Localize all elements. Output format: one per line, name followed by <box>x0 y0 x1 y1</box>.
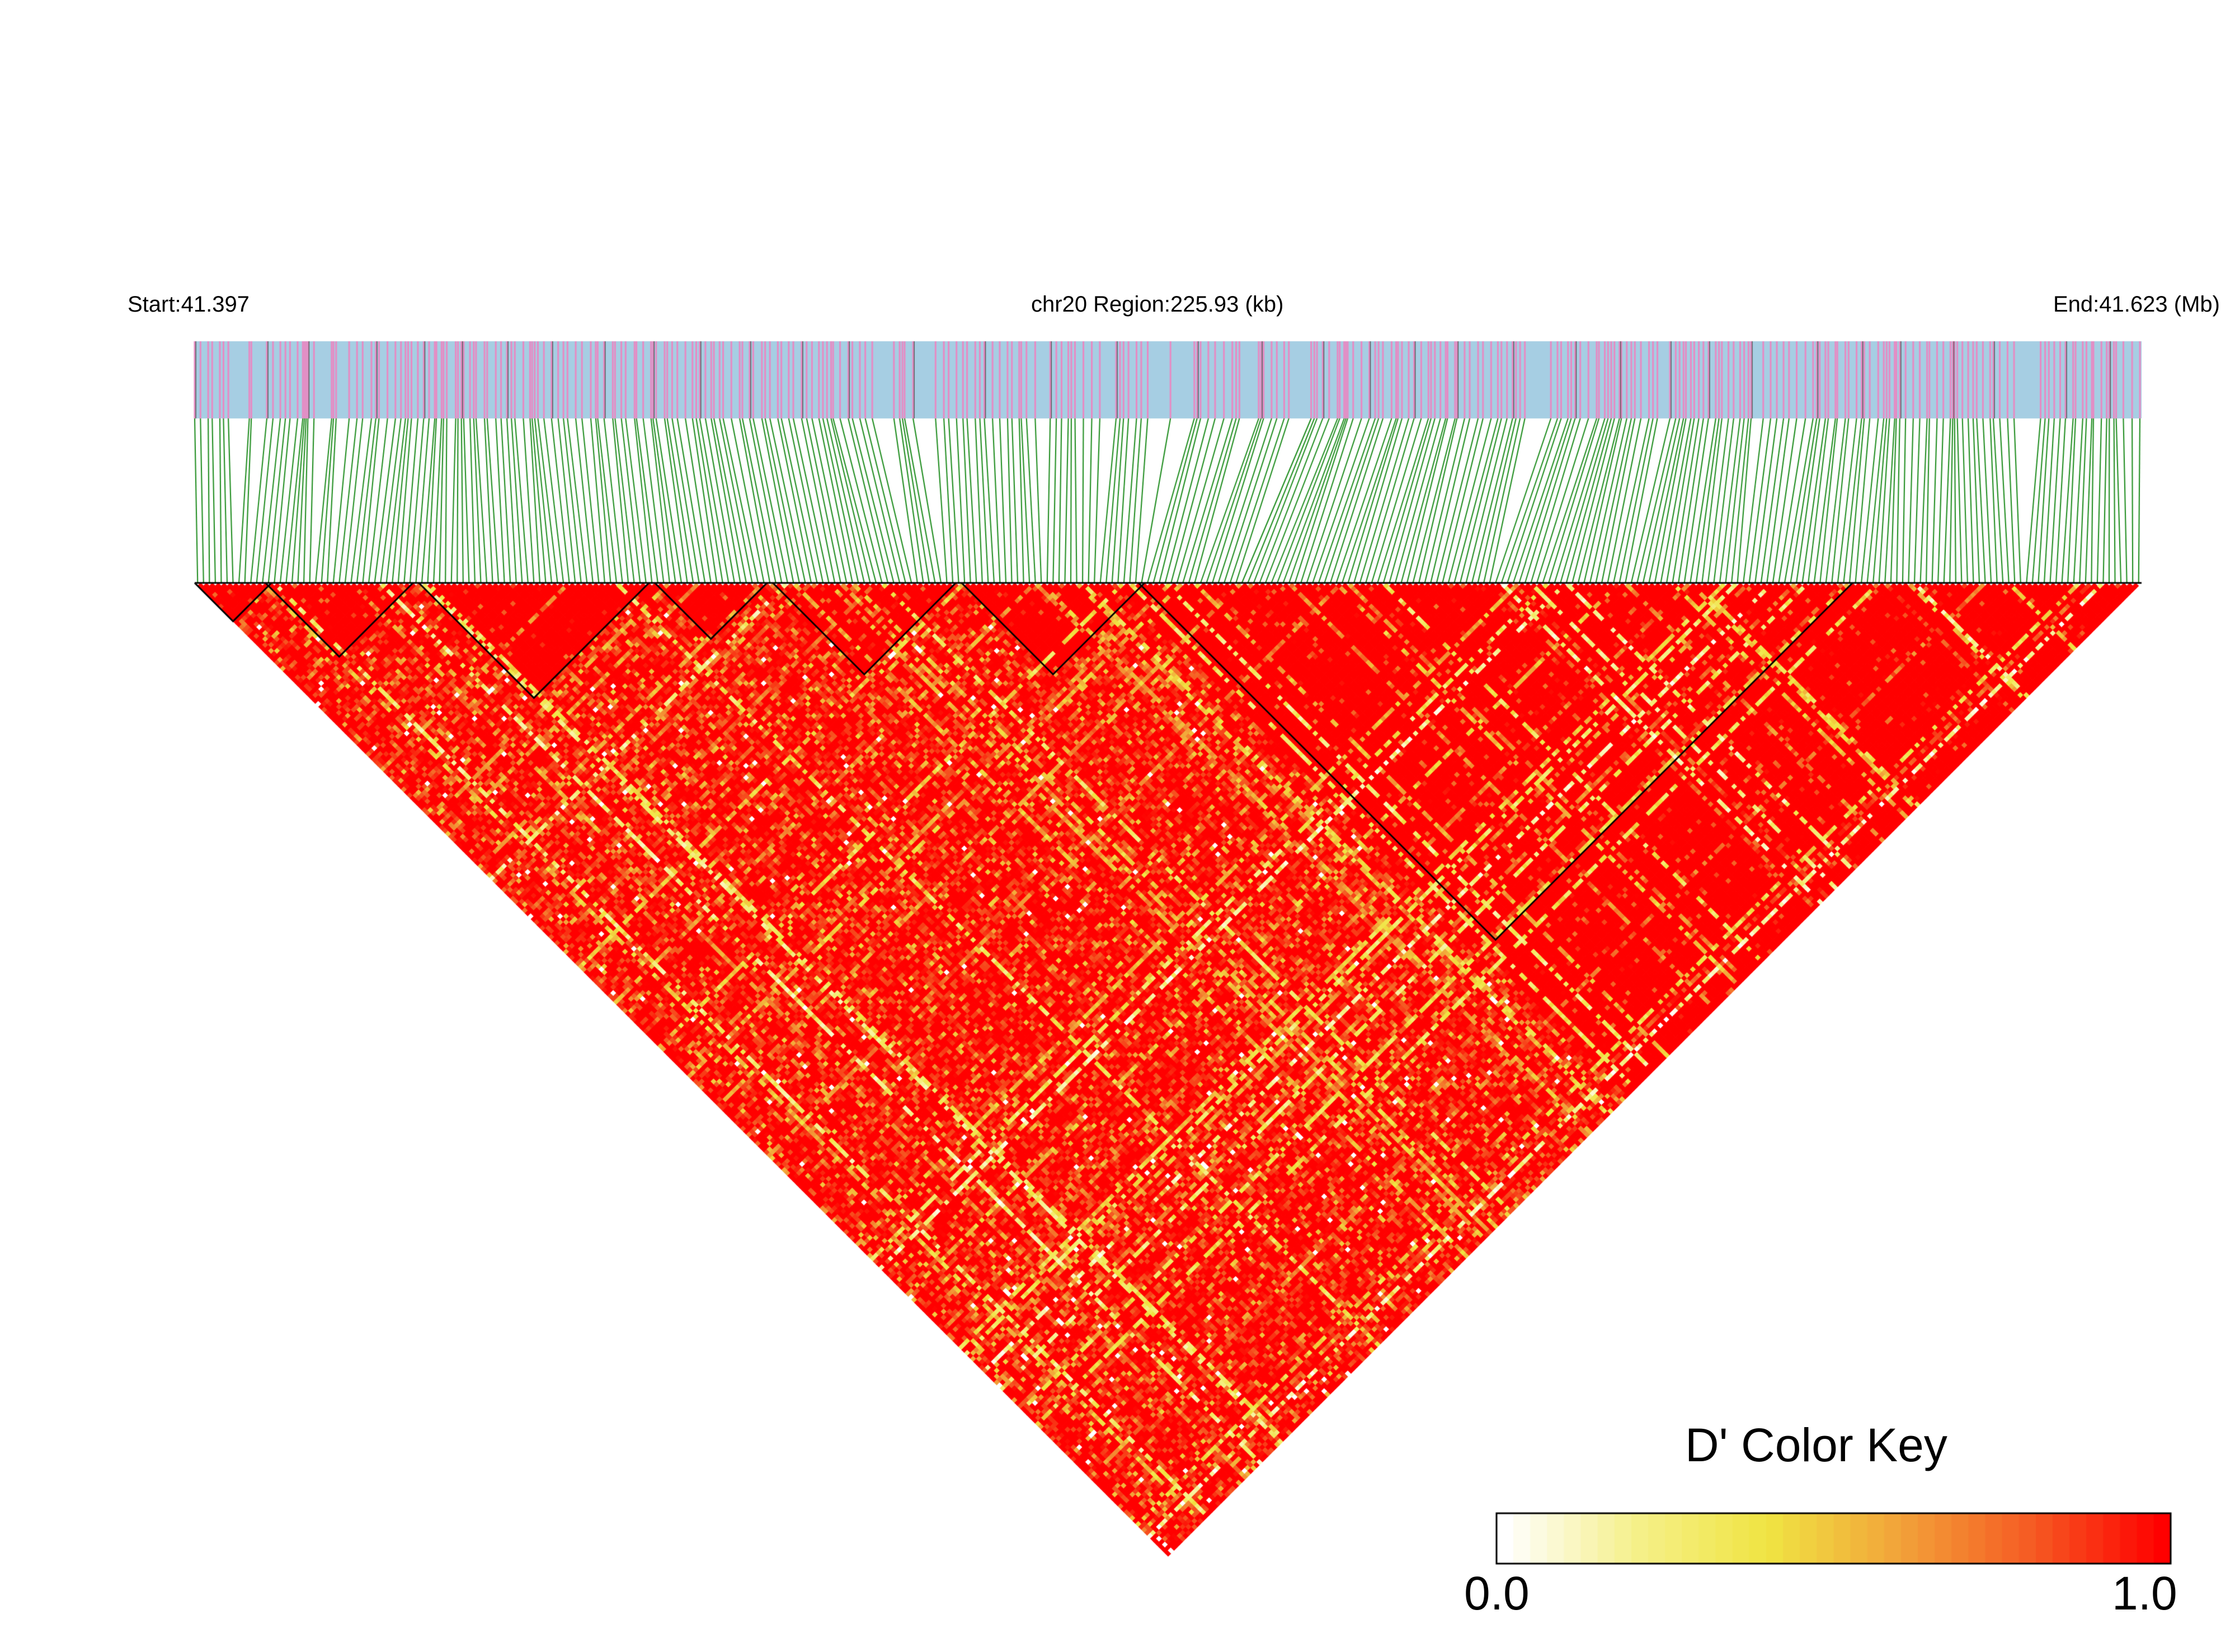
color-key-max-label: 1.0 <box>2112 1567 2177 1620</box>
color-key-min-label: 0.0 <box>1464 1567 1530 1620</box>
region-start-label: Start:41.397 <box>128 292 250 317</box>
region-end-label: End:41.623 (Mb) <box>2053 292 2220 317</box>
region-title-label: chr20 Region:225.93 (kb) <box>1031 292 1284 317</box>
color-key-title: D' Color Key <box>1685 1419 1947 1471</box>
